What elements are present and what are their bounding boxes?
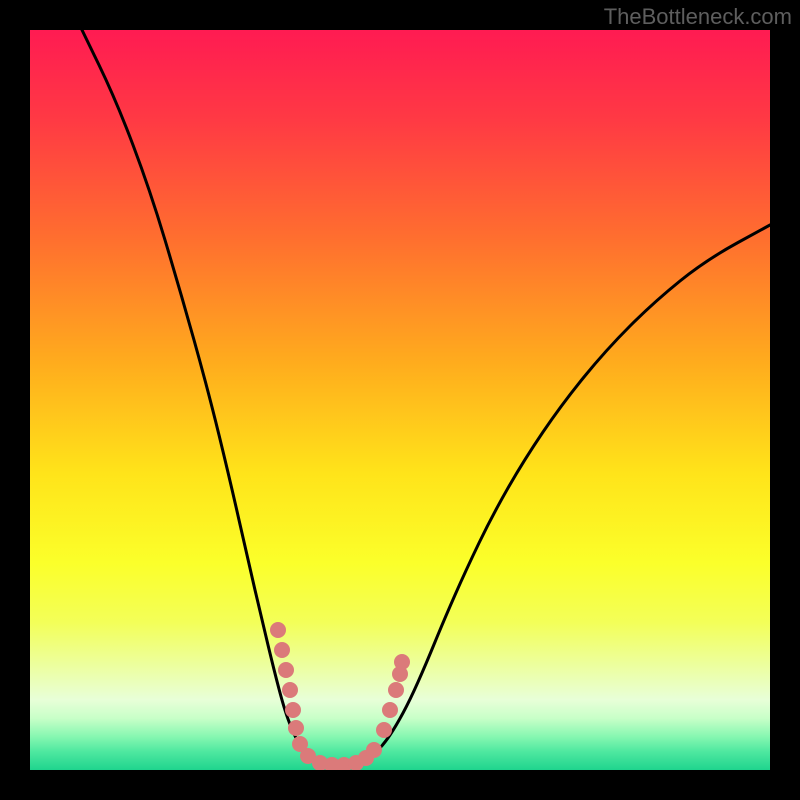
data-marker (382, 702, 398, 718)
data-marker (312, 755, 328, 770)
plot-area (30, 30, 770, 770)
data-markers (270, 622, 410, 770)
data-marker (388, 682, 404, 698)
data-marker (366, 742, 382, 758)
data-marker (288, 720, 304, 736)
data-marker (278, 662, 294, 678)
watermark-text: TheBottleneck.com (604, 4, 792, 30)
data-marker (282, 682, 298, 698)
gradient-background (30, 30, 770, 770)
data-marker (358, 750, 374, 766)
data-marker (392, 666, 408, 682)
bottleneck-curve (82, 30, 770, 765)
data-marker (292, 736, 308, 752)
plot-svg (30, 30, 770, 770)
data-marker (270, 622, 286, 638)
data-marker (300, 748, 316, 764)
data-marker (274, 642, 290, 658)
data-marker (336, 757, 352, 770)
data-marker (394, 654, 410, 670)
data-marker (285, 702, 301, 718)
data-marker (324, 757, 340, 770)
data-marker (348, 755, 364, 770)
data-marker (376, 722, 392, 738)
chart-frame: TheBottleneck.com (0, 0, 800, 800)
